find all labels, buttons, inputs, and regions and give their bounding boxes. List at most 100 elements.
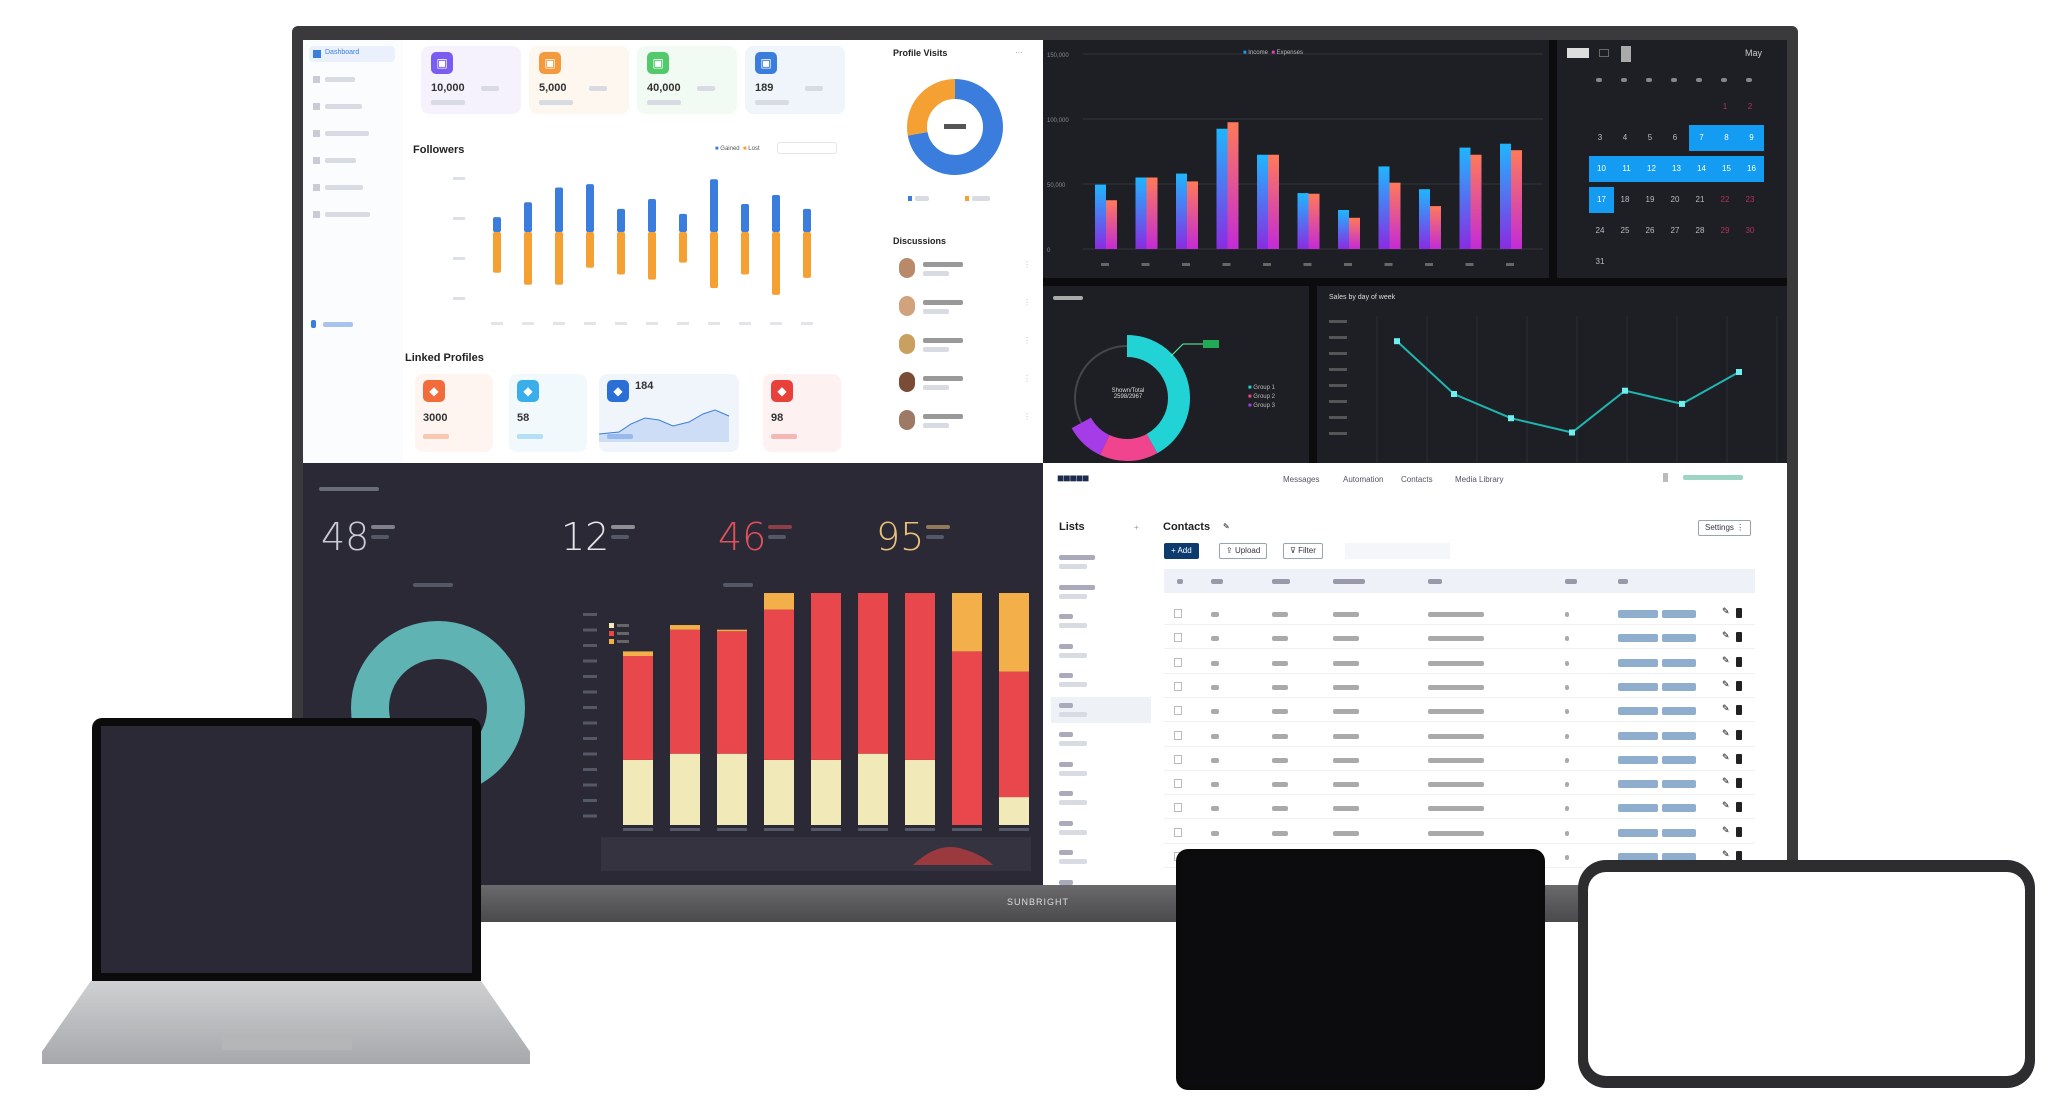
edit-icon[interactable]: ✎	[1722, 824, 1730, 835]
kpi-card[interactable]: ▣ 189	[745, 46, 845, 114]
edit-icon[interactable]: ✎	[1722, 654, 1730, 665]
tag-badge[interactable]	[1618, 682, 1658, 691]
list-item[interactable]	[1051, 579, 1151, 605]
row-checkbox[interactable]	[1174, 609, 1182, 618]
nav-item[interactable]: Messages	[1283, 475, 1320, 484]
tag-badge[interactable]	[1662, 658, 1696, 667]
calendar-day[interactable]: 22	[1720, 195, 1730, 204]
nav-item[interactable]: Contacts	[1401, 475, 1433, 484]
calendar-day[interactable]: 17	[1589, 187, 1614, 213]
legend-item[interactable]: ■ Group 1	[1248, 385, 1275, 391]
more-icon[interactable]: ⋮	[1023, 374, 1031, 383]
trash-icon[interactable]	[1736, 826, 1742, 837]
discussion-item[interactable]: ⋮	[895, 254, 1035, 284]
discussion-item[interactable]: ⋮	[895, 330, 1035, 360]
row-checkbox[interactable]	[1174, 779, 1182, 789]
sidebar-item[interactable]	[309, 155, 389, 167]
linked-profile-card[interactable]: ◆ 58	[509, 374, 587, 452]
nav-item[interactable]: Media Library	[1455, 475, 1504, 484]
sidebar-item[interactable]	[309, 182, 389, 194]
list-item[interactable]	[1051, 638, 1151, 664]
row-checkbox[interactable]	[1174, 827, 1182, 837]
calendar-day[interactable]: 12	[1639, 156, 1664, 182]
edit-icon[interactable]: ✎	[1722, 751, 1730, 762]
calendar-day[interactable]: 24	[1595, 226, 1605, 235]
tag-badge[interactable]	[1662, 731, 1696, 740]
linked-profile-card[interactable]: ◆ 98	[763, 374, 841, 452]
linked-profile-card[interactable]: ◆ 184	[599, 374, 739, 452]
more-icon[interactable]: ⋯	[1015, 48, 1023, 57]
kpi-card[interactable]: ▣ 40,000	[637, 46, 737, 114]
edit-icon[interactable]: ✎	[1223, 522, 1230, 531]
tag-badge[interactable]	[1618, 853, 1658, 861]
trash-icon[interactable]	[1736, 802, 1742, 813]
calendar-view-button[interactable]	[1567, 48, 1589, 58]
calendar-day[interactable]: 16	[1739, 156, 1764, 182]
more-icon[interactable]: ⋮	[1023, 260, 1031, 269]
tag-badge[interactable]	[1618, 707, 1658, 716]
discussion-item[interactable]: ⋮	[895, 406, 1035, 436]
date-range-select[interactable]	[777, 142, 837, 154]
upload-button[interactable]: ⇪ Upload	[1219, 543, 1268, 559]
tag-badge[interactable]	[1618, 780, 1658, 789]
calendar-day[interactable]: 21	[1695, 195, 1705, 204]
list-item[interactable]	[1051, 726, 1151, 752]
legend-item[interactable]: ■ Group 2	[1248, 394, 1275, 400]
edit-icon[interactable]: ✎	[1722, 727, 1730, 738]
tag-badge[interactable]	[1618, 828, 1658, 837]
list-item[interactable]	[1051, 815, 1151, 841]
tag-badge[interactable]	[1662, 828, 1696, 837]
sidebar-item[interactable]	[309, 101, 389, 113]
legend-item[interactable]: ■ Group 3	[1248, 403, 1275, 409]
calendar-day[interactable]: 7	[1689, 125, 1714, 151]
tag-badge[interactable]	[1618, 658, 1658, 667]
calendar-day[interactable]: 18	[1620, 195, 1630, 204]
table-row[interactable]: ✎	[1164, 797, 1755, 820]
account-menu[interactable]	[1683, 475, 1743, 480]
add-list-icon[interactable]: +	[1134, 523, 1139, 532]
discussion-item[interactable]: ⋮	[895, 368, 1035, 398]
calendar-day[interactable]: 6	[1672, 133, 1678, 142]
edit-icon[interactable]: ✎	[1722, 630, 1730, 641]
column-header[interactable]	[1177, 579, 1183, 584]
row-checkbox[interactable]	[1174, 706, 1182, 716]
calendar-day[interactable]: 10	[1589, 156, 1614, 182]
tag-badge[interactable]	[1618, 804, 1658, 813]
kpi-card[interactable]: ▣ 10,000	[421, 46, 521, 114]
calendar-day[interactable]: 3	[1597, 133, 1603, 142]
kpi-card[interactable]: ▣ 5,000	[529, 46, 629, 114]
calendar-day[interactable]: 11	[1614, 156, 1639, 182]
tag-badge[interactable]	[1618, 634, 1658, 643]
calendar-day[interactable]: 2	[1747, 102, 1753, 111]
calendar-day[interactable]: 28	[1695, 226, 1705, 235]
edit-icon[interactable]: ✎	[1722, 703, 1730, 714]
calendar-day[interactable]: 5	[1647, 133, 1653, 142]
row-checkbox[interactable]	[1174, 681, 1182, 691]
add-button[interactable]: + Add	[1164, 543, 1199, 559]
column-header[interactable]	[1618, 579, 1628, 584]
sidebar-item-dashboard[interactable]: Dashboard	[309, 46, 395, 62]
calendar-icon[interactable]	[1599, 49, 1609, 57]
tag-badge[interactable]	[1662, 682, 1696, 691]
table-row[interactable]: ✎	[1164, 652, 1755, 674]
sidebar-item[interactable]	[309, 74, 389, 86]
list-item[interactable]	[1051, 844, 1151, 870]
column-header[interactable]	[1211, 579, 1223, 584]
column-header[interactable]	[1272, 579, 1290, 584]
list-item[interactable]	[1051, 696, 1151, 723]
edit-icon[interactable]: ✎	[1722, 678, 1730, 689]
trash-icon[interactable]	[1736, 729, 1742, 740]
calendar-scroll-button[interactable]	[1621, 46, 1631, 62]
more-icon[interactable]: ⋮	[1023, 298, 1031, 307]
calendar-day[interactable]: 23	[1745, 195, 1755, 204]
calendar-day[interactable]: 15	[1714, 156, 1739, 182]
row-checkbox[interactable]	[1174, 754, 1182, 764]
notification-icon[interactable]	[1663, 473, 1668, 482]
calendar-day[interactable]: 9	[1739, 125, 1764, 151]
tag-badge[interactable]	[1618, 731, 1658, 740]
trash-icon[interactable]	[1736, 753, 1742, 764]
sidebar-item[interactable]	[309, 128, 389, 140]
tag-badge[interactable]	[1662, 780, 1696, 789]
table-row[interactable]: ✎	[1164, 822, 1755, 844]
list-item[interactable]	[1051, 756, 1151, 782]
